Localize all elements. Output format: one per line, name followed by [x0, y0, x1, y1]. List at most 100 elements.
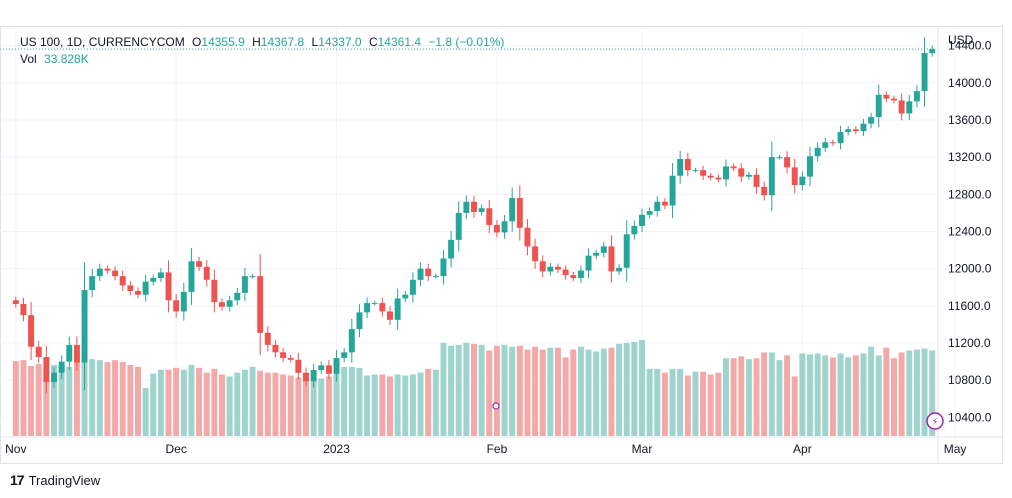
candle-body: [35, 346, 42, 357]
volume-bar: [58, 367, 65, 436]
volume-bar: [387, 376, 393, 436]
volume-bar: [486, 350, 493, 436]
volume-bar: [532, 346, 539, 436]
candle-body: [58, 361, 65, 373]
volume-bar: [829, 357, 836, 436]
volume-bar: [684, 375, 691, 436]
candle-body: [768, 157, 775, 196]
lightning-glyph: ⚡: [931, 417, 938, 428]
candle-body: [150, 277, 157, 282]
candle-body: [348, 329, 355, 353]
candle-body: [577, 270, 584, 278]
y-tick-label: 10800.0: [948, 373, 992, 387]
candle-body: [303, 372, 309, 382]
candle-body: [921, 53, 928, 92]
volume-bar: [814, 353, 821, 436]
volume-bar: [501, 344, 508, 436]
volume-bar: [310, 378, 317, 436]
volume-bar: [585, 349, 592, 436]
y-tick-label: 11600.0: [948, 299, 991, 313]
volume-bar: [761, 352, 768, 436]
volume-value: 33.828K: [44, 52, 89, 66]
candle-body: [493, 224, 500, 233]
candle-body: [509, 198, 516, 222]
volume-bar: [432, 369, 439, 436]
candle-body: [287, 357, 294, 360]
candle-body: [402, 294, 409, 299]
candle-body: [555, 266, 561, 270]
candle-body: [471, 201, 477, 212]
volume-bar: [745, 359, 752, 436]
candle-body: [822, 142, 829, 148]
candle-body: [356, 312, 363, 330]
candle-body: [593, 252, 600, 256]
volume-bar: [73, 362, 80, 436]
volume-bar: [81, 357, 88, 436]
candle-body: [112, 270, 119, 277]
high-value: 14367.8: [260, 35, 305, 49]
candle-body: [501, 221, 508, 233]
volume-bar: [257, 370, 264, 436]
candle-body: [784, 157, 791, 168]
candle-body: [135, 290, 141, 295]
candle-body: [173, 300, 180, 312]
candle-body: [180, 291, 187, 312]
volume-bar: [791, 376, 798, 436]
volume-bar: [600, 348, 607, 436]
volume-bar: [402, 375, 409, 436]
volume-bar: [539, 349, 546, 436]
candle-body: [43, 356, 50, 383]
volume-bar: [807, 354, 813, 436]
volume-bar: [562, 357, 569, 436]
volume-bar: [157, 369, 164, 436]
volume-bar: [463, 342, 470, 436]
candle-body: [837, 132, 844, 144]
candle-body: [608, 246, 615, 272]
currency-label: USD: [948, 33, 974, 47]
volume-bar: [875, 355, 882, 436]
volume-bar: [96, 360, 103, 436]
y-tick-label: 13600.0: [948, 113, 992, 127]
volume-label: Vol: [20, 52, 37, 66]
candle-body: [723, 166, 729, 180]
candle-body: [654, 201, 661, 212]
candle-body: [707, 175, 714, 178]
volume-bar: [150, 373, 157, 436]
candle-body: [524, 227, 531, 247]
volume-bar: [203, 372, 210, 436]
candle-body: [463, 201, 470, 213]
volume-bar: [249, 366, 256, 436]
volume-bar: [646, 368, 653, 436]
volume-bar: [211, 368, 218, 436]
volume-bar: [43, 368, 50, 436]
volume-bar: [631, 341, 638, 436]
candle-body: [677, 158, 684, 176]
tradingview-watermark[interactable]: 17 TradingView: [10, 472, 100, 488]
volume-bar: [333, 370, 340, 436]
volume-bar: [547, 347, 554, 436]
y-tick-label: 14000.0: [948, 76, 992, 90]
volume-bar: [845, 357, 852, 436]
candle-body: [539, 261, 546, 272]
candle-body: [516, 198, 523, 228]
candle-body: [241, 276, 248, 293]
candle-body: [776, 157, 783, 159]
candle-body: [829, 142, 836, 144]
candle-body: [425, 268, 432, 277]
volume-bar: [661, 372, 668, 436]
candle-body: [81, 290, 88, 363]
candle-body: [486, 208, 493, 225]
candle-body: [272, 344, 279, 353]
volume-bar: [325, 376, 332, 436]
volume-bar: [165, 369, 172, 436]
volume-bar: [669, 368, 676, 436]
y-tick-label: 12000.0: [948, 262, 992, 276]
candle-body: [188, 261, 195, 292]
candle-body: [73, 344, 80, 363]
volume-bar: [371, 374, 378, 436]
candle-body: [341, 352, 348, 358]
volume-bar: [799, 353, 806, 436]
volume-bar: [516, 345, 523, 436]
candle-body: [646, 211, 653, 215]
